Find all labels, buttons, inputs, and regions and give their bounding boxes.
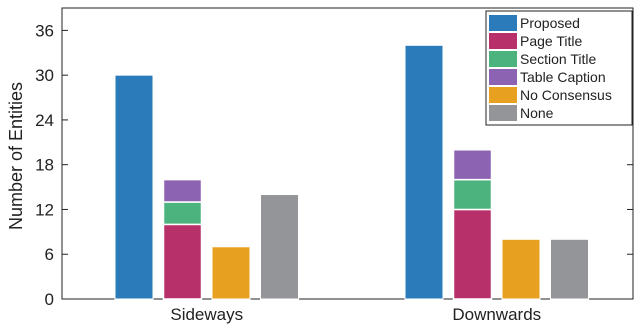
- legend-entry: Proposed: [520, 15, 580, 31]
- x-tick-label: Downwards: [452, 305, 541, 324]
- plot-area: [61, 7, 634, 300]
- legend-entry: Page Title: [520, 33, 582, 49]
- bar-no-consensus: [501, 238, 541, 300]
- bar-segment-page-title: [452, 208, 493, 300]
- bars: [114, 44, 589, 300]
- y-tick-label: 36: [35, 21, 54, 40]
- bar-segment-table-caption: [162, 178, 203, 203]
- plot-border: [61, 7, 634, 300]
- legend-swatch: [489, 15, 517, 31]
- legend-entry: Table Caption: [520, 69, 606, 85]
- y-tick-label: 0: [45, 290, 54, 309]
- y-tick-label: 6: [45, 245, 54, 264]
- y-tick-label: 30: [35, 66, 54, 85]
- bar-no-consensus: [211, 246, 251, 300]
- bar-none: [260, 194, 299, 300]
- x-axis: Sideways Downwards: [170, 305, 541, 324]
- bar-segment-section-title: [452, 178, 493, 211]
- y-tick-label: 12: [35, 200, 54, 219]
- x-tick-label: Sideways: [170, 305, 243, 324]
- legend-swatch: [489, 105, 517, 121]
- legend: Proposed Page Title Section Title Table Cap…: [485, 10, 633, 126]
- y-tick-label: 18: [35, 156, 54, 175]
- legend-entry: No Consensus: [520, 87, 612, 103]
- bar-segment-page-title: [162, 223, 203, 300]
- legend-swatch: [489, 69, 517, 85]
- bar-segment-section-title: [162, 201, 203, 226]
- legend-entry: None: [520, 105, 554, 121]
- legend-swatch: [489, 87, 517, 103]
- bar-segment-table-caption: [452, 149, 493, 181]
- bar-proposed: [114, 74, 154, 300]
- legend-entry: Section Title: [520, 51, 596, 67]
- legend-swatch: [489, 51, 517, 67]
- y-axis: 0 6 12 18 24 30 36: [35, 21, 633, 309]
- y-tick-label: 24: [35, 111, 54, 130]
- legend-swatch: [489, 33, 517, 49]
- bar-proposed: [404, 44, 444, 300]
- bar-none: [550, 238, 589, 300]
- y-axis-title: Number of Entities: [6, 82, 26, 230]
